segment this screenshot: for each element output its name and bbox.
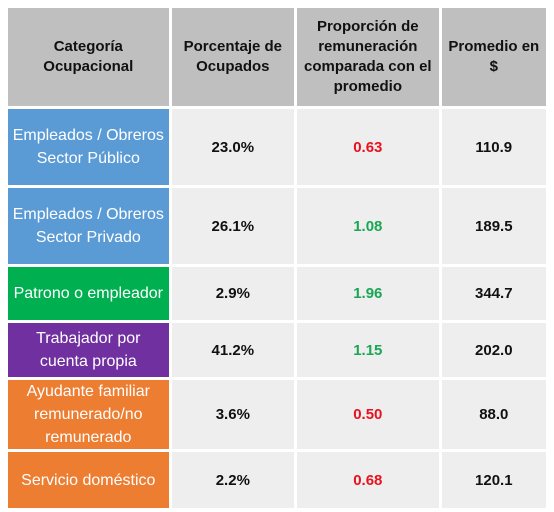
header-percent: Porcentaje de Ocupados bbox=[171, 8, 295, 106]
average-cell: 189.5 bbox=[441, 188, 546, 264]
ratio-cell: 1.08 bbox=[297, 188, 439, 264]
percent-cell: 2.2% bbox=[171, 452, 295, 508]
percent-cell: 26.1% bbox=[171, 188, 295, 264]
category-cell: Servicio doméstico bbox=[8, 452, 169, 508]
occupational-table: Categoría Ocupacional Porcentaje de Ocup… bbox=[5, 5, 549, 511]
ratio-cell: 0.50 bbox=[297, 380, 439, 449]
ratio-cell: 1.96 bbox=[297, 267, 439, 320]
category-cell: Empleados / Obreros Sector Público bbox=[8, 109, 169, 185]
category-cell: Ayudante familiar remunerado/no remunera… bbox=[8, 380, 169, 449]
header-row: Categoría Ocupacional Porcentaje de Ocup… bbox=[8, 8, 546, 106]
ratio-cell: 0.63 bbox=[297, 109, 439, 185]
category-cell: Trabajador por cuenta propia bbox=[8, 323, 169, 377]
table-row: Empleados / Obreros Sector Privado 26.1%… bbox=[8, 188, 546, 264]
percent-cell: 2.9% bbox=[171, 267, 295, 320]
average-cell: 88.0 bbox=[441, 380, 546, 449]
category-cell: Patrono o empleador bbox=[8, 267, 169, 320]
header-category: Categoría Ocupacional bbox=[8, 8, 169, 106]
category-cell: Empleados / Obreros Sector Privado bbox=[8, 188, 169, 264]
table-row: Trabajador por cuenta propia 41.2% 1.15 … bbox=[8, 323, 546, 377]
percent-cell: 3.6% bbox=[171, 380, 295, 449]
average-cell: 120.1 bbox=[441, 452, 546, 508]
average-cell: 202.0 bbox=[441, 323, 546, 377]
table-row: Servicio doméstico 2.2% 0.68 120.1 bbox=[8, 452, 546, 508]
table-row: Patrono o empleador 2.9% 1.96 344.7 bbox=[8, 267, 546, 320]
percent-cell: 23.0% bbox=[171, 109, 295, 185]
table-row: Ayudante familiar remunerado/no remunera… bbox=[8, 380, 546, 449]
ratio-cell: 1.15 bbox=[297, 323, 439, 377]
header-ratio: Proporción de remuneración comparada con… bbox=[297, 8, 439, 106]
average-cell: 344.7 bbox=[441, 267, 546, 320]
percent-cell: 41.2% bbox=[171, 323, 295, 377]
table-row: Empleados / Obreros Sector Público 23.0%… bbox=[8, 109, 546, 185]
header-average: Promedio en $ bbox=[441, 8, 546, 106]
ratio-cell: 0.68 bbox=[297, 452, 439, 508]
average-cell: 110.9 bbox=[441, 109, 546, 185]
